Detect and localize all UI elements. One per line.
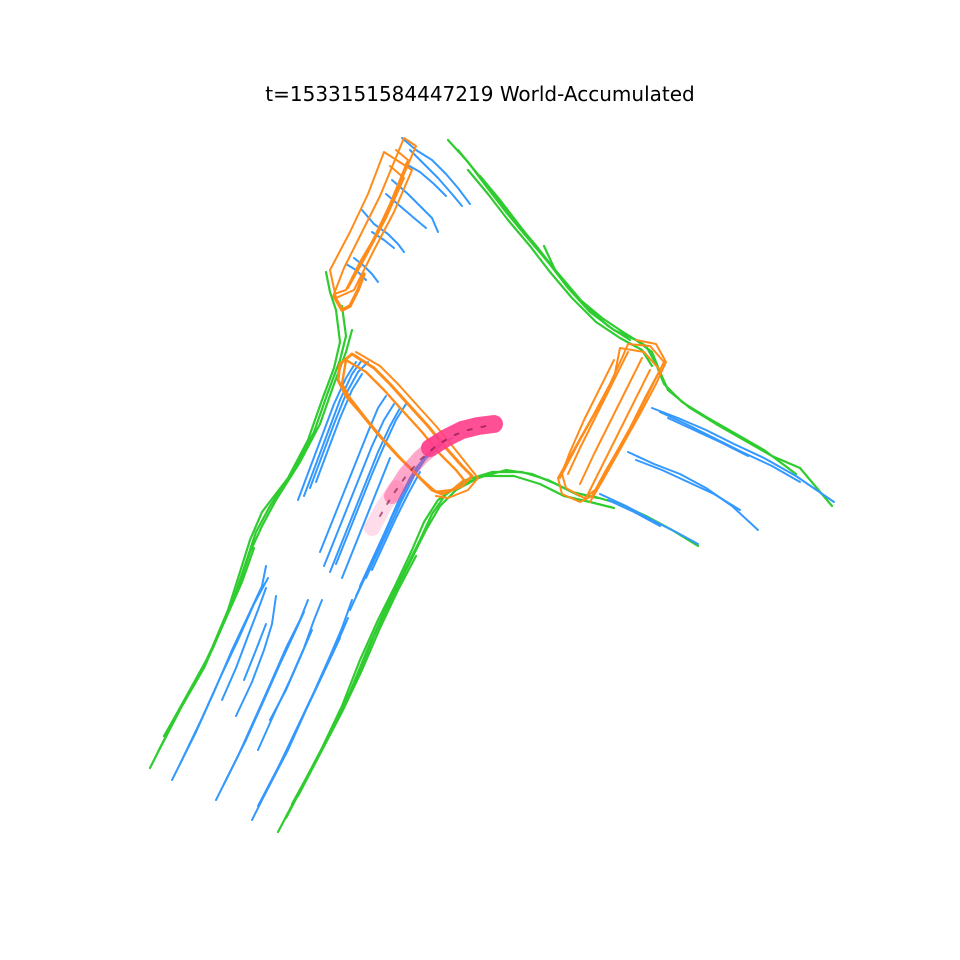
- divider-line: [542, 244, 578, 298]
- boundary-line: [215, 599, 309, 801]
- ped-crossing: [355, 351, 479, 499]
- divider-line: [290, 468, 582, 806]
- ego-trajectory-tail: [364, 480, 404, 536]
- boundary-line: [179, 577, 269, 765]
- boundary-line: [627, 451, 759, 531]
- boundary-line: [401, 137, 471, 205]
- ped-crossing: [559, 359, 615, 479]
- boundary-line: [319, 395, 387, 553]
- boundary-line: [257, 599, 323, 751]
- boundary-line: [409, 149, 463, 207]
- ped-crossing: [351, 149, 409, 279]
- divider-line: [276, 474, 616, 834]
- boundary-line: [171, 565, 267, 781]
- boundary-line: [607, 499, 661, 527]
- divider-line: [148, 270, 342, 770]
- boundary-line: [405, 163, 447, 197]
- boundary-line: [599, 493, 699, 545]
- ego-trajectory-dashes: [379, 425, 487, 517]
- boundary-line: [309, 361, 369, 489]
- ped-crossing: [332, 272, 366, 312]
- ego-trajectory-head: [421, 415, 503, 457]
- divider-line: [168, 546, 256, 728]
- ego-trajectory-layer: [364, 415, 503, 536]
- ped-crossing: [587, 369, 651, 495]
- divider-line: [456, 148, 798, 476]
- boundary-line: [269, 629, 313, 721]
- boundary-line: [297, 361, 357, 501]
- ped-crossing: [347, 165, 405, 289]
- ped-crossing: [340, 358, 466, 494]
- boundary-line: [303, 359, 363, 497]
- divider-line: [284, 470, 600, 820]
- divider-line: [446, 138, 834, 508]
- boundary-line: [263, 637, 341, 797]
- boundary-line: [223, 611, 305, 785]
- boundary-line: [667, 417, 749, 457]
- divider-line: [162, 328, 354, 738]
- boundary-layer: [171, 137, 835, 821]
- boundary-line: [243, 623, 267, 681]
- boundary-line: [371, 471, 421, 571]
- boundary-line: [235, 595, 277, 717]
- ped-crossing: [579, 357, 643, 485]
- boundary-line: [315, 373, 363, 483]
- boundary-line: [361, 209, 405, 253]
- ped-crossing: [561, 347, 661, 499]
- boundary-line: [221, 587, 267, 701]
- ped-crossing: [567, 351, 629, 475]
- divider-line: [590, 494, 700, 548]
- boundary-line: [365, 445, 441, 579]
- boundary-line: [651, 407, 835, 503]
- boundary-line: [635, 459, 741, 511]
- boundary-line: [329, 407, 401, 573]
- ped-crossing: [589, 339, 667, 503]
- ped-crossing: [333, 137, 417, 295]
- page-title: t=1533151584447219 World-Accumulated: [265, 82, 695, 106]
- ped-crossing: [336, 352, 474, 496]
- boundary-line: [335, 403, 407, 565]
- boundary-line: [359, 449, 435, 587]
- boundary-line: [323, 403, 395, 567]
- ped-crossing-layer: [329, 137, 667, 503]
- boundary-line: [341, 457, 391, 579]
- ped-crossing: [329, 151, 413, 299]
- divider-line: [478, 174, 632, 342]
- divider-line: [296, 554, 418, 798]
